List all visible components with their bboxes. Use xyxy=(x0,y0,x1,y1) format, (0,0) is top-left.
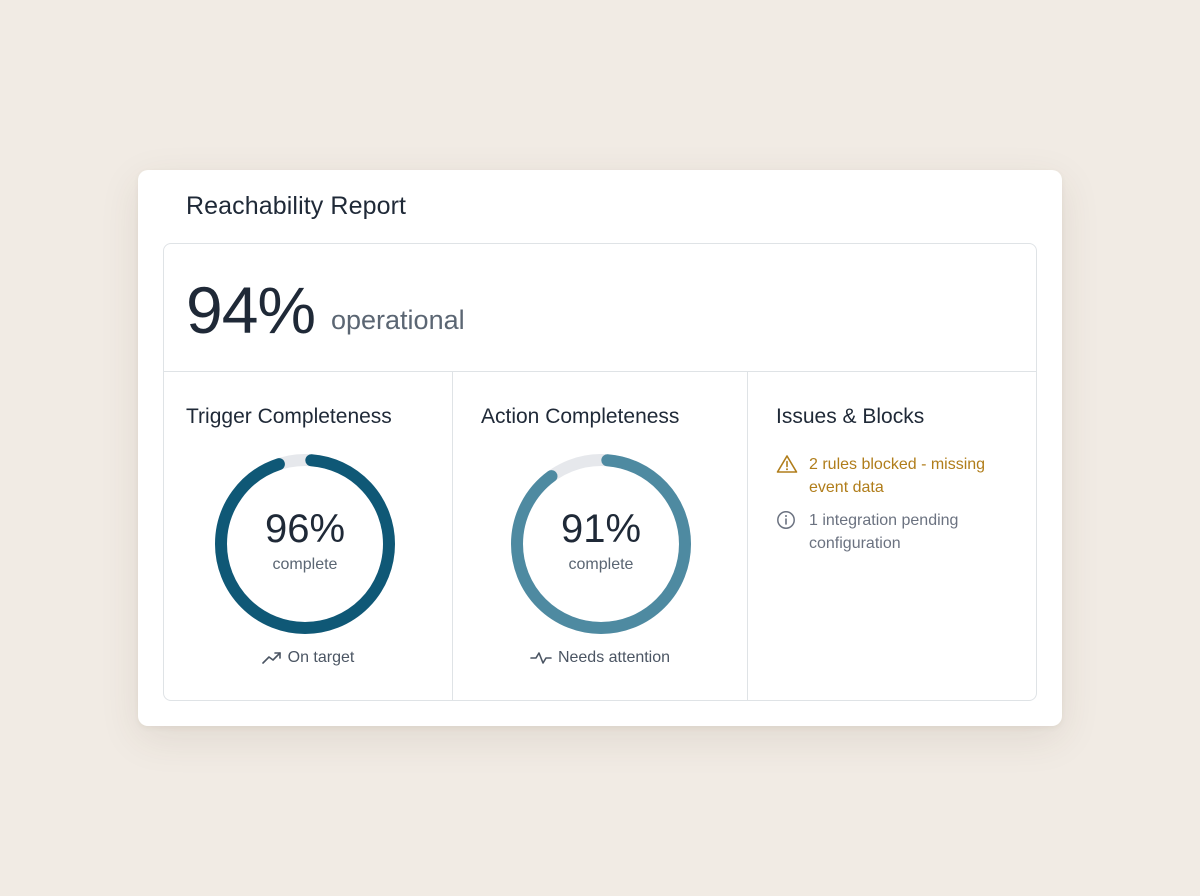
info-circle-icon xyxy=(777,511,795,529)
operational-label: operational xyxy=(331,305,465,335)
action-status: Needs attention xyxy=(453,649,747,667)
trigger-completeness-section: Trigger Completeness 96% complete On tar… xyxy=(164,372,453,700)
progress-ring-icon xyxy=(511,454,691,634)
warning-triangle-icon xyxy=(776,455,798,473)
trigger-complete-label: complete xyxy=(272,556,338,573)
action-progress-ring: 91% complete xyxy=(509,452,693,636)
operational-percent: 94% xyxy=(186,273,316,347)
action-complete-label: complete xyxy=(568,556,634,573)
action-percent: 91% xyxy=(560,507,642,551)
issues-section: Issues & Blocks 2 rules blocked - missin… xyxy=(748,372,1036,700)
trigger-status-text: On target xyxy=(287,649,355,666)
issue-text: 1 integration pending configuration xyxy=(809,512,959,552)
issue-item-info[interactable]: 1 integration pending configuration xyxy=(776,509,1026,555)
action-completeness-section: Action Completeness 91% complete Needs a… xyxy=(453,372,748,700)
trigger-completeness-title: Trigger Completeness xyxy=(186,405,392,428)
report-panel: 94% operational Trigger Completeness 96%… xyxy=(163,243,1037,701)
issues-list: 2 rules blocked - missing event data 1 i… xyxy=(776,453,1026,565)
issues-title: Issues & Blocks xyxy=(776,405,925,428)
card-title: Reachability Report xyxy=(186,192,407,220)
reachability-report-card: Reachability Report 94% operational Trig… xyxy=(138,170,1062,726)
progress-ring-icon xyxy=(215,454,395,634)
summary-section: 94% operational xyxy=(164,244,1036,372)
issue-text: 2 rules blocked - missing event data xyxy=(809,456,986,496)
trending-up-icon xyxy=(261,652,281,664)
trigger-status: On target xyxy=(164,649,452,667)
trigger-percent: 96% xyxy=(264,507,346,551)
issue-item-warning[interactable]: 2 rules blocked - missing event data xyxy=(776,453,1026,499)
trigger-progress-ring: 96% complete xyxy=(213,452,397,636)
action-completeness-title: Action Completeness xyxy=(481,405,680,428)
action-status-text: Needs attention xyxy=(557,649,671,666)
activity-pulse-icon xyxy=(530,652,552,664)
